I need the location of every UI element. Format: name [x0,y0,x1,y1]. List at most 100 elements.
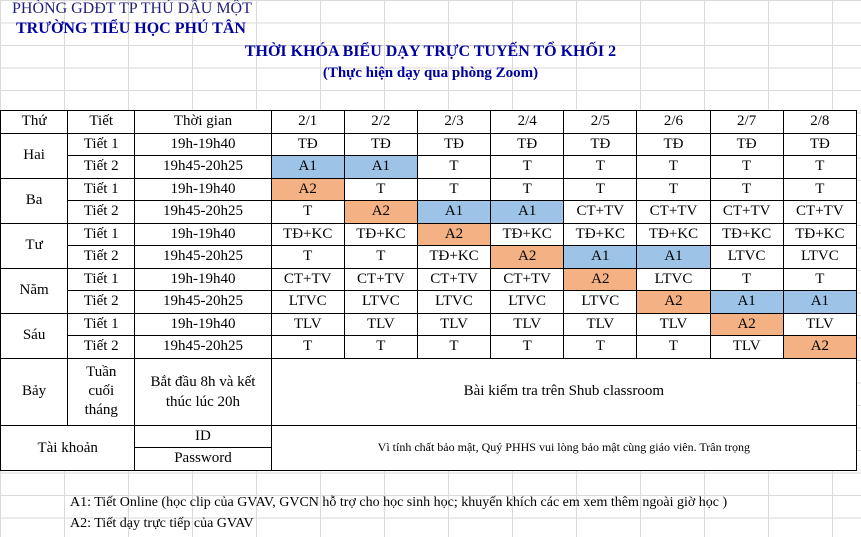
schedule-cell: TLV [563,312,638,336]
schedule-cell: CT+TV [563,200,638,224]
schedule-cell: A1 [270,155,345,179]
schedule-cell: T [270,200,345,224]
schedule-cell: A2 [563,267,638,291]
time-cell: 19h45-20h25 [134,200,272,224]
header-class: 2/3 [416,110,492,134]
table-row: Tiết 2 19h45-20h25 T T TĐ+KC A2 A1 A1 LTVC LTVC [1,245,858,269]
schedule-cell: LTVC [343,290,418,314]
period-cell: Tiết 1 [67,267,136,291]
schedule-cell: A2 [343,200,418,224]
period-cell: Tiết 1 [67,132,136,156]
schedule-cell: A2 [490,245,565,269]
time-cell: 19h45-20h25 [134,290,272,314]
schedule-cell: LTVC [270,290,345,314]
schedule-cell: T [490,177,565,201]
day-cell: Ba [0,177,69,224]
schedule-cell: T [416,177,492,201]
schedule-cell: T [343,245,418,269]
period-cell: Tuần cuối tháng [67,357,136,426]
schedule-cell: A2 [709,312,784,336]
account-password-label: Password [134,447,272,471]
header-class: 2/1 [270,110,345,134]
header-row: Thứ Tiết Thời gian 2/1 2/2 2/3 2/4 2/5 2/6 2/7 2/8 [0,110,858,134]
time-cell: 19h45-20h25 [134,245,272,269]
schedule-cell: TĐ+KC [416,245,492,269]
schedule-cell: A1 [782,290,858,314]
schedule-cell: CT+TV [270,267,345,291]
table-row: Tiết 2 19h45-20h25 T A2 A1 A1 CT+TV CT+TV CT+TV C… [1,200,858,224]
day-cell: Bảy [0,357,69,426]
schedule-cell: TĐ+KC [490,222,565,246]
header-class: 2/2 [343,110,418,134]
schedule-cell: TĐ [343,132,418,156]
schedule-cell: T [563,335,638,359]
time-cell: 19h-19h40 [134,177,272,201]
schedule-cell: TĐ [563,132,638,156]
schedule-cell: T [490,155,565,179]
schedule-cell: A1 [343,155,418,179]
header-class: 2/4 [490,110,565,134]
schedule-cell: TĐ+KC [343,222,418,246]
period-cell: Tiết 1 [67,312,136,336]
schedule-cell: LTVC [709,245,784,269]
table-row: Tiết 2 19h45-20h25 LTVC LTVC LTVC LTVC LTVC A2 A… [1,290,858,314]
schedule-cell: CT+TV [636,200,711,224]
schedule-cell: A2 [636,290,711,314]
schedule-cell: TLV [270,312,345,336]
header-class: 2/5 [563,110,638,134]
period-cell: Tiết 2 [67,335,136,359]
timetable: Thứ Tiết Thời gian 2/1 2/2 2/3 2/4 2/5 2/6 2/7 2/8… [0,110,858,471]
schedule-cell: T [709,177,784,201]
schedule-cell: LTVC [563,290,638,314]
schedule-cell: A1 [709,290,784,314]
header-time: Thời gian [134,110,272,134]
time-cell: 19h-19h40 [134,222,272,246]
table-row: Tiết 2 19h45-20h25 A1 A1 T T T T T T [1,155,858,179]
schedule-cell: A2 [416,222,492,246]
period-cell: Tiết 1 [67,177,136,201]
schedule-cell: T [416,335,492,359]
header-day: Thứ [0,110,69,134]
header-class: 2/7 [709,110,784,134]
table-row: Tư Tiết 1 19h-19h40 TĐ+KC TĐ+KC A2 TĐ+KC TĐ+KC T… [0,222,858,269]
time-cell: Bắt đầu 8h và kết thúc lúc 20h [134,357,272,426]
school-name: TRƯỜNG TIỂU HỌC PHÚ TÂN [16,20,246,37]
schedule-cell: T [782,267,858,291]
day-cell: Tư [0,222,69,269]
schedule-cell: T [270,245,345,269]
schedule-cell: CT+TV [709,200,784,224]
time-cell: 19h-19h40 [134,132,272,156]
time-cell: 19h-19h40 [134,312,272,336]
saturday-content: Bài kiểm tra trên Shub classroom [270,357,858,426]
header-class: 2/8 [782,110,858,134]
period-cell: Tiết 2 [67,155,136,179]
period-cell: Tiết 2 [67,290,136,314]
schedule-cell: TĐ [490,132,565,156]
schedule-cell: LTVC [490,290,565,314]
table-row: Tiết 2 19h45-20h25 T T T T T T TLV A2 [1,335,858,359]
schedule-cell: TĐ+KC [563,222,638,246]
schedule-cell: T [782,155,858,179]
schedule-cell: CT+TV [343,267,418,291]
page-title: THỜI KHÓA BIỂU DẠY TRỰC TUYẾN TỔ KHỐI 2 [244,43,617,60]
time-cell: 19h-19h40 [134,267,272,291]
schedule-cell: T [563,177,638,201]
schedule-cell: A2 [270,177,345,201]
schedule-cell: T [636,335,711,359]
schedule-cell: T [709,155,784,179]
schedule-cell: LTVC [416,290,492,314]
schedule-cell: T [490,335,565,359]
schedule-cell: A1 [490,200,565,224]
schedule-cell: TLV [416,312,492,336]
account-note: Vì tính chất bảo mật, Quý PHHS vui lòng … [270,424,858,471]
account-id-label: ID [134,424,272,448]
table-row: Hai Tiết 1 19h-19h40 TĐ TĐ TĐ TĐ TĐ TĐ TĐ TĐ [0,132,858,179]
period-cell: Tiết 2 [67,200,136,224]
header-class: 2/6 [636,110,711,134]
time-cell: 19h45-20h25 [134,335,272,359]
schedule-cell: TLV [709,335,784,359]
schedule-cell: A2 [782,335,858,359]
schedule-cell: T [343,177,418,201]
schedule-cell: LTVC [636,267,711,291]
schedule-cell: TĐ [636,132,711,156]
